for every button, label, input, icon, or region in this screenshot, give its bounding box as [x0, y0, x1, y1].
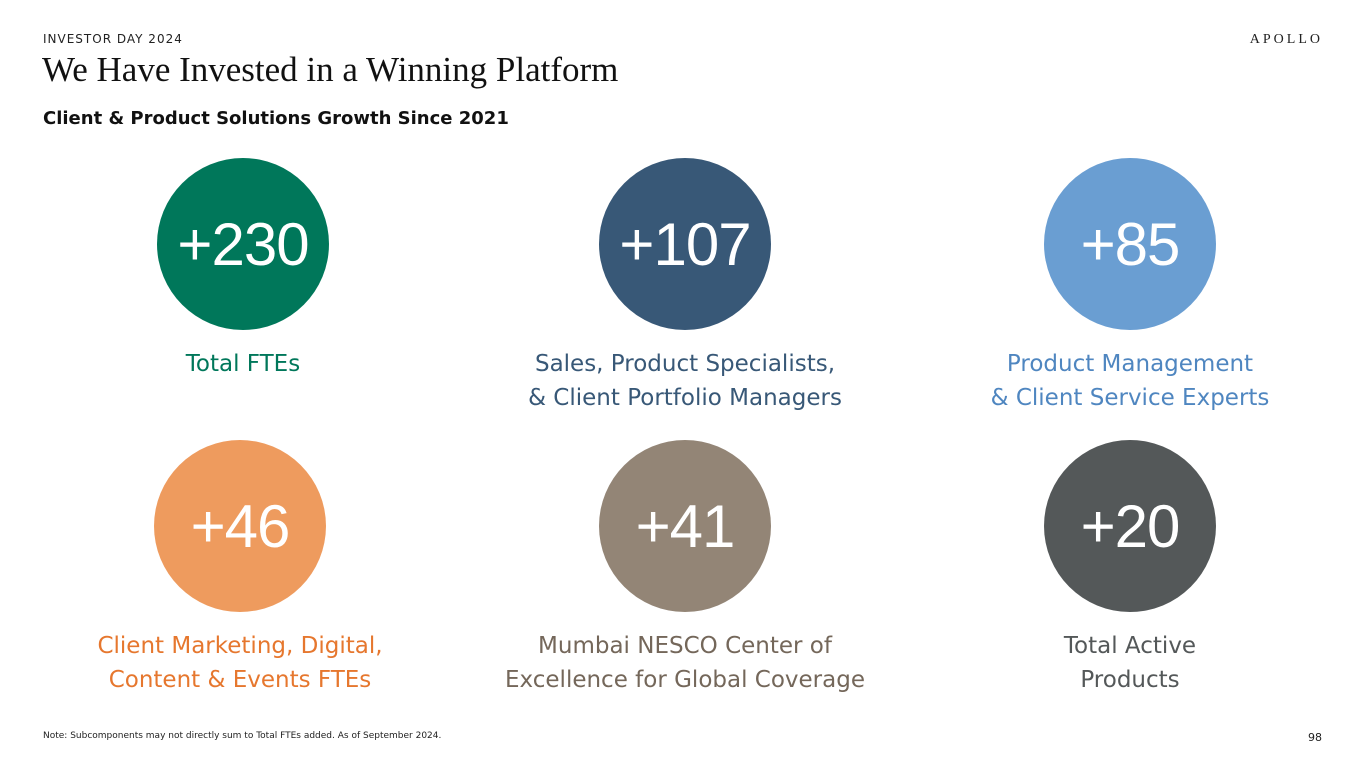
- page-number: 98: [1308, 731, 1322, 744]
- metric-circle: +41: [599, 440, 771, 612]
- metric-label: Total FTEs: [185, 351, 301, 377]
- page-title: We Have Invested in a Winning Platform: [42, 50, 619, 89]
- metric-circle: +85: [1044, 158, 1216, 330]
- metric-circle: +230: [157, 158, 329, 330]
- metric-card: +46 Client Marketing, Digital, Content &…: [30, 440, 450, 697]
- metric-card: +107 Sales, Product Specialists, & Clien…: [475, 158, 895, 415]
- metric-card: +85 Product Management & Client Service …: [920, 158, 1340, 415]
- metric-circle: +20: [1044, 440, 1216, 612]
- metric-circle: +46: [154, 440, 326, 612]
- metric-label: Sales, Product Specialists, & Client Por…: [528, 351, 842, 411]
- page-subtitle: Client & Product Solutions Growth Since …: [43, 108, 509, 129]
- metric-label: Mumbai NESCO Center of Excellence for Gl…: [505, 633, 865, 693]
- metric-circle: +107: [599, 158, 771, 330]
- metric-card: +41 Mumbai NESCO Center of Excellence fo…: [475, 440, 895, 697]
- apollo-logo: APOLLO: [1249, 32, 1323, 47]
- metric-label: Client Marketing, Digital, Content & Eve…: [97, 633, 383, 693]
- metric-card: +20 Total Active Products: [920, 440, 1340, 697]
- eyebrow: INVESTOR DAY 2024: [43, 32, 183, 46]
- metric-label: Product Management & Client Service Expe…: [990, 351, 1270, 411]
- metric-card: +230 Total FTEs: [33, 158, 453, 381]
- metric-label: Total Active Products: [1063, 633, 1197, 693]
- footnote: Note: Subcomponents may not directly sum…: [43, 731, 442, 741]
